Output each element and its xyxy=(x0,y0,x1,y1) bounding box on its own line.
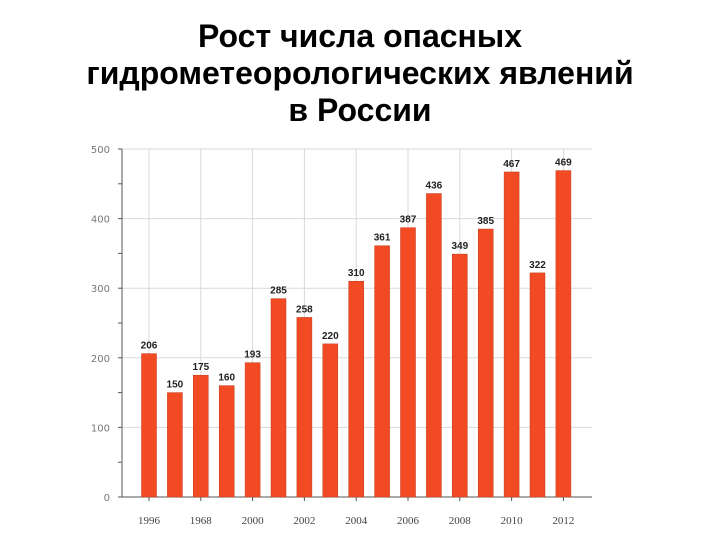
data-label-2011: 322 xyxy=(529,260,546,271)
x-tick-labels: 1996 1968 2000 2002 2004 2006 2008 2010 2012 xyxy=(138,515,574,527)
title-line-2: гидрометеорологических явлений xyxy=(86,55,634,91)
data-label-2006: 387 xyxy=(400,215,417,226)
y-tick-labels: 0 100 200 300 400 500 xyxy=(91,145,110,504)
data-label-1999: 160 xyxy=(218,373,235,384)
x-tick-label: 1996 xyxy=(138,515,161,527)
x-tick-label: 2000 xyxy=(242,515,265,527)
data-label-2008: 349 xyxy=(451,241,468,252)
x-tick-label: 2010 xyxy=(501,515,524,527)
data-label-2010: 467 xyxy=(503,159,520,170)
data-labels: 206 150 175 160 193 285 258 220 310 361 387 436 349 3… xyxy=(141,158,573,391)
bars xyxy=(141,170,572,498)
bar-2010 xyxy=(503,171,520,498)
bar-2002 xyxy=(296,317,313,498)
y-tick-label: 300 xyxy=(91,284,110,295)
x-tick-label: 2012 xyxy=(552,515,574,527)
data-label-2003: 220 xyxy=(322,331,339,342)
data-label-2000: 193 xyxy=(244,350,261,361)
y-tick-label: 400 xyxy=(91,215,110,226)
title-line-1: Рост числа опасных xyxy=(197,18,522,54)
y-tick-label: 200 xyxy=(91,354,110,365)
bar-2003 xyxy=(322,343,339,498)
bar-2000 xyxy=(244,362,261,498)
y-tick-label: 0 xyxy=(104,493,110,504)
y-tick-label: 100 xyxy=(91,423,110,434)
bar-2004 xyxy=(348,280,364,498)
x-tick-label: 2008 xyxy=(449,515,472,527)
bar-1996 xyxy=(141,353,157,498)
bar-1997 xyxy=(167,392,183,498)
bar-2008 xyxy=(452,253,468,498)
data-label-2004: 310 xyxy=(348,268,365,279)
bar-2005 xyxy=(374,245,390,498)
data-label-1997: 150 xyxy=(167,380,184,391)
slide-title: Рост числа опасных гидрометеорологически… xyxy=(0,18,720,129)
x-tick-label: 2004 xyxy=(345,515,368,527)
x-tick-label: 2002 xyxy=(293,515,315,527)
data-label-2009: 385 xyxy=(477,216,494,227)
data-label-2007: 436 xyxy=(426,181,443,192)
bar-2011 xyxy=(529,272,546,498)
x-tick-label: 1968 xyxy=(190,515,213,527)
bar-2009 xyxy=(477,228,494,498)
bar-2001 xyxy=(270,298,287,498)
title-line-3: в России xyxy=(288,92,432,128)
bar-2006 xyxy=(400,227,416,498)
data-label-1998: 175 xyxy=(192,362,209,373)
data-label-2002: 258 xyxy=(296,304,313,315)
x-tick-label: 2006 xyxy=(397,515,420,527)
data-label-2005: 361 xyxy=(374,233,391,244)
data-label-1996: 206 xyxy=(141,341,158,352)
bar-2007 xyxy=(426,193,442,498)
bar-1998 xyxy=(193,374,209,498)
y-tick-label: 500 xyxy=(91,145,110,156)
bar-2012 xyxy=(555,170,572,498)
bar-1999 xyxy=(218,385,235,498)
data-label-2012: 469 xyxy=(555,158,572,169)
data-label-2001: 285 xyxy=(270,286,287,297)
